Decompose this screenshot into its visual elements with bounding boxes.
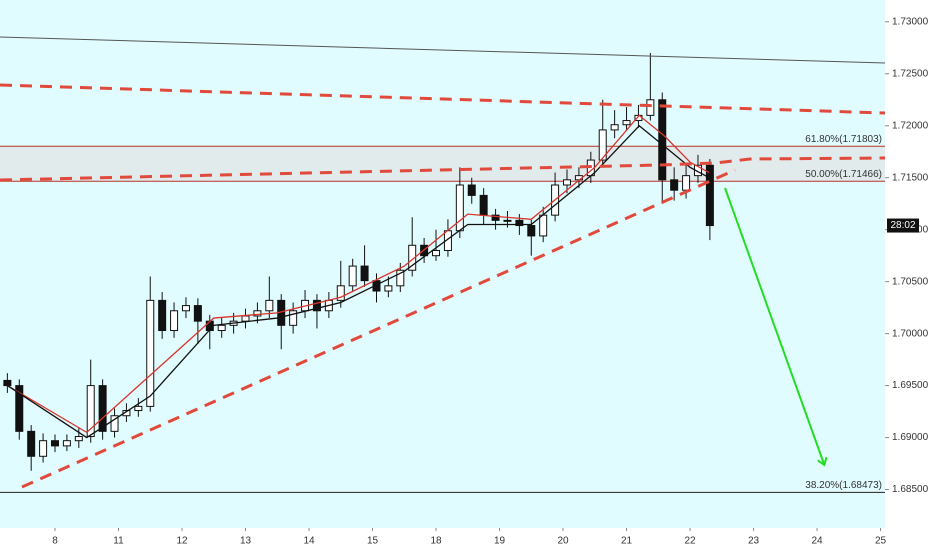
candle-body bbox=[384, 285, 393, 292]
candle-body bbox=[598, 129, 607, 161]
candle-body bbox=[98, 385, 107, 432]
candle-body bbox=[563, 179, 572, 186]
candle-body bbox=[432, 249, 441, 257]
dashed-trendline bbox=[21, 168, 736, 489]
y-tick-label: 1.70500 bbox=[892, 276, 929, 287]
candle-body bbox=[289, 310, 298, 326]
fib-label: 38.20%(1.68473) bbox=[805, 480, 882, 491]
countdown: 28:02 bbox=[890, 220, 915, 231]
x-tick-label: 20 bbox=[557, 536, 569, 547]
candle-body bbox=[3, 379, 12, 387]
candle-body bbox=[15, 385, 24, 432]
y-tick-label: 1.68500 bbox=[892, 484, 929, 495]
y-tick-label: 1.69000 bbox=[892, 432, 929, 443]
candle-body bbox=[86, 385, 95, 438]
y-tick-label: 1.73000 bbox=[892, 16, 929, 27]
candle-body bbox=[110, 415, 119, 432]
candle-body bbox=[539, 214, 548, 237]
y-tick-label: 1.71500 bbox=[892, 172, 929, 183]
candle-body bbox=[455, 184, 464, 232]
plot-background bbox=[0, 0, 885, 528]
price-axis bbox=[885, 0, 932, 550]
candle-body bbox=[658, 99, 667, 181]
x-tick-label: 11 bbox=[113, 536, 124, 547]
x-tick-label: 18 bbox=[430, 536, 442, 547]
candle-body bbox=[62, 440, 71, 447]
candle-body bbox=[158, 299, 167, 332]
candle-body bbox=[170, 310, 179, 332]
x-tick-label: 14 bbox=[303, 536, 315, 547]
candle-body bbox=[503, 219, 512, 222]
x-tick-label: 21 bbox=[621, 536, 633, 547]
countdown-box bbox=[887, 218, 919, 233]
candle-body bbox=[312, 299, 321, 312]
x-tick-label: 23 bbox=[748, 536, 760, 547]
candle-body bbox=[241, 315, 250, 322]
candle-body bbox=[479, 194, 488, 216]
candle-body bbox=[491, 214, 500, 221]
candle-body bbox=[181, 305, 190, 312]
x-tick-label: 8 bbox=[52, 536, 58, 547]
candle-body bbox=[336, 285, 345, 301]
x-tick-label: 22 bbox=[684, 536, 696, 547]
fib-zone bbox=[0, 146, 885, 182]
candle-body bbox=[217, 324, 226, 332]
candle-body bbox=[396, 269, 405, 287]
candle-body bbox=[705, 164, 714, 227]
fib-label: 50.00%(1.71466) bbox=[805, 169, 882, 180]
candle-body bbox=[146, 299, 155, 407]
x-tick-label: 25 bbox=[875, 536, 887, 547]
candle-body bbox=[670, 179, 679, 191]
y-tick-label: 1.72000 bbox=[892, 120, 929, 131]
candle-body bbox=[408, 244, 417, 271]
channel-line bbox=[0, 36, 886, 64]
axes: 1.685001.690001.695001.700001.705001.710… bbox=[52, 16, 928, 546]
candle-body bbox=[467, 184, 476, 196]
forecast-arrow bbox=[724, 187, 824, 464]
time-axis bbox=[0, 528, 885, 550]
candles bbox=[3, 53, 714, 471]
candle-body bbox=[622, 120, 631, 126]
drawings bbox=[0, 36, 886, 489]
moving-average bbox=[7, 114, 710, 434]
candle-body bbox=[515, 219, 524, 227]
x-tick-label: 24 bbox=[811, 536, 823, 547]
candle-body bbox=[27, 430, 36, 457]
candle-body bbox=[265, 299, 274, 312]
candle-body bbox=[193, 305, 202, 322]
y-tick-label: 1.69500 bbox=[892, 380, 929, 391]
x-tick-label: 19 bbox=[494, 536, 506, 547]
candle-body bbox=[50, 440, 59, 447]
candle-body bbox=[74, 436, 83, 442]
candle-body bbox=[348, 265, 357, 287]
x-tick-label: 12 bbox=[176, 536, 188, 547]
y-tick-label: 1.70000 bbox=[892, 328, 929, 339]
candle-body bbox=[360, 265, 369, 282]
candle-body bbox=[646, 99, 655, 116]
candle-body bbox=[682, 175, 691, 191]
candle-body bbox=[372, 280, 381, 292]
candle-body bbox=[39, 440, 48, 457]
candle-body bbox=[134, 405, 143, 412]
moving-average bbox=[7, 124, 710, 439]
dashed-trendline bbox=[0, 83, 886, 115]
candle-body bbox=[527, 225, 536, 237]
candle-body bbox=[610, 124, 619, 131]
candle-body bbox=[253, 310, 262, 317]
x-tick-label: 13 bbox=[240, 536, 252, 547]
x-tick-label: 15 bbox=[367, 536, 379, 547]
dashed-trendline bbox=[0, 156, 886, 182]
fib-label: 61.80%(1.71803) bbox=[805, 134, 882, 145]
y-tick-label: 1.72500 bbox=[892, 68, 929, 79]
